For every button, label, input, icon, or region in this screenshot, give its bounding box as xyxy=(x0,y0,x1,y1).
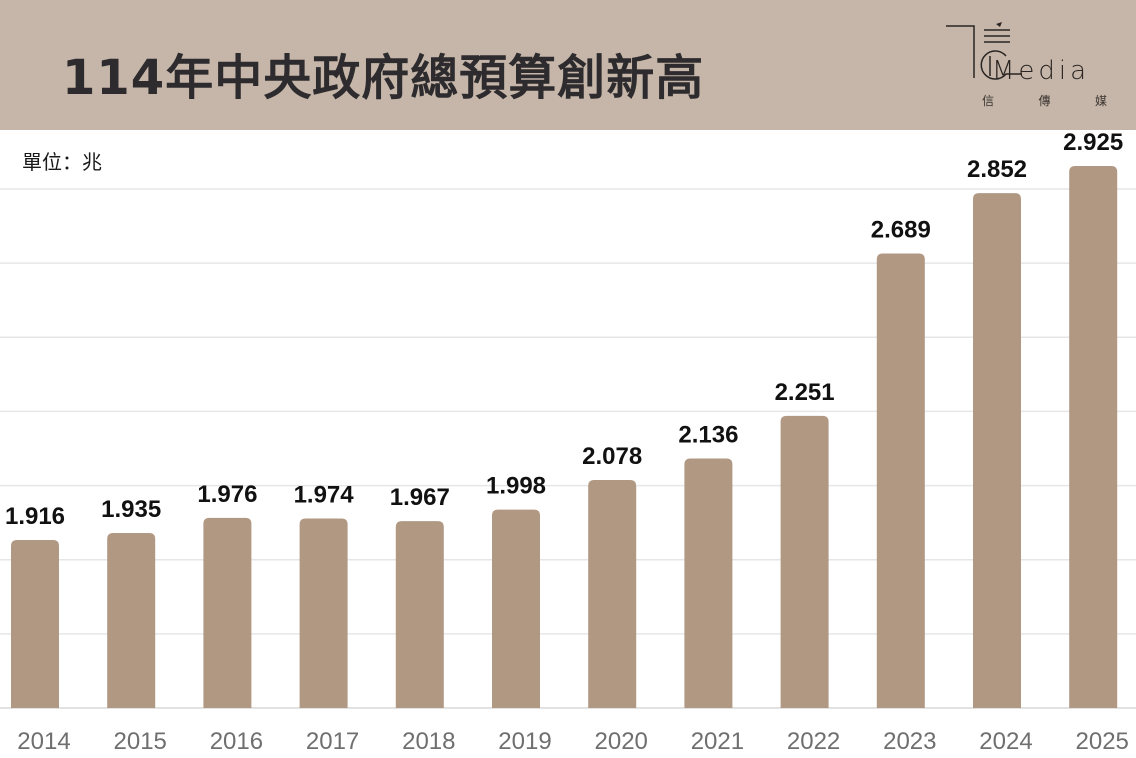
logo-chinese: 信 傳 媒 xyxy=(982,92,1107,109)
unit-label: 單位：兆 xyxy=(22,150,102,174)
bar-2021 xyxy=(684,458,733,708)
logo-char: 媒 xyxy=(1094,94,1107,108)
bar-2016 xyxy=(203,517,252,708)
data-label: 1.935 xyxy=(101,496,161,523)
bar-2017 xyxy=(299,518,348,708)
logo-char: 傳 xyxy=(1038,94,1051,108)
x-tick-label: 2018 xyxy=(402,728,455,755)
media-logo: Media 信 傳 媒 xyxy=(944,22,1114,122)
logo-word: Media xyxy=(992,56,1091,86)
data-label: 1.976 xyxy=(197,481,257,508)
data-label: 1.967 xyxy=(390,484,450,511)
x-tick-label: 2020 xyxy=(595,728,648,755)
bar-2025 xyxy=(1069,166,1118,708)
data-label: 1.916 xyxy=(5,503,65,530)
bar-2015 xyxy=(107,533,156,708)
x-tick-label: 2024 xyxy=(979,728,1032,755)
bar-2024 xyxy=(973,193,1021,708)
bar-2018 xyxy=(395,521,444,708)
bar-2023 xyxy=(876,253,925,709)
x-tick-label: 2022 xyxy=(787,728,840,755)
header-banner: 114年中央政府總預算創新高 Media 信 傳 媒 xyxy=(0,0,1136,130)
chart-title: 114年中央政府總預算創新高 xyxy=(62,50,705,106)
logo-char: 信 xyxy=(982,94,995,108)
logo-mark-icon xyxy=(946,22,1022,80)
x-tick-label: 2017 xyxy=(306,728,359,755)
data-label: 1.998 xyxy=(486,473,546,500)
x-tick-label: 2014 xyxy=(17,728,70,755)
bar-2020 xyxy=(588,480,637,708)
x-tick-label: 2015 xyxy=(114,728,167,755)
data-label: 2.136 xyxy=(678,422,738,449)
data-label: 2.251 xyxy=(775,379,835,406)
x-tick-label: 2016 xyxy=(210,728,263,755)
bar-2019 xyxy=(492,509,540,708)
data-label: 2.689 xyxy=(871,216,931,243)
data-label: 2.852 xyxy=(967,156,1027,183)
bar-2022 xyxy=(780,415,829,708)
bar-2014 xyxy=(11,540,59,708)
data-label: 1.974 xyxy=(294,482,355,509)
x-tick-label: 2021 xyxy=(691,728,744,755)
x-tick-label: 2019 xyxy=(498,728,551,755)
x-tick-label: 2025 xyxy=(1076,728,1129,755)
data-label: 2.925 xyxy=(1063,129,1123,156)
data-label: 2.078 xyxy=(582,443,642,470)
x-tick-label: 2023 xyxy=(883,728,936,755)
